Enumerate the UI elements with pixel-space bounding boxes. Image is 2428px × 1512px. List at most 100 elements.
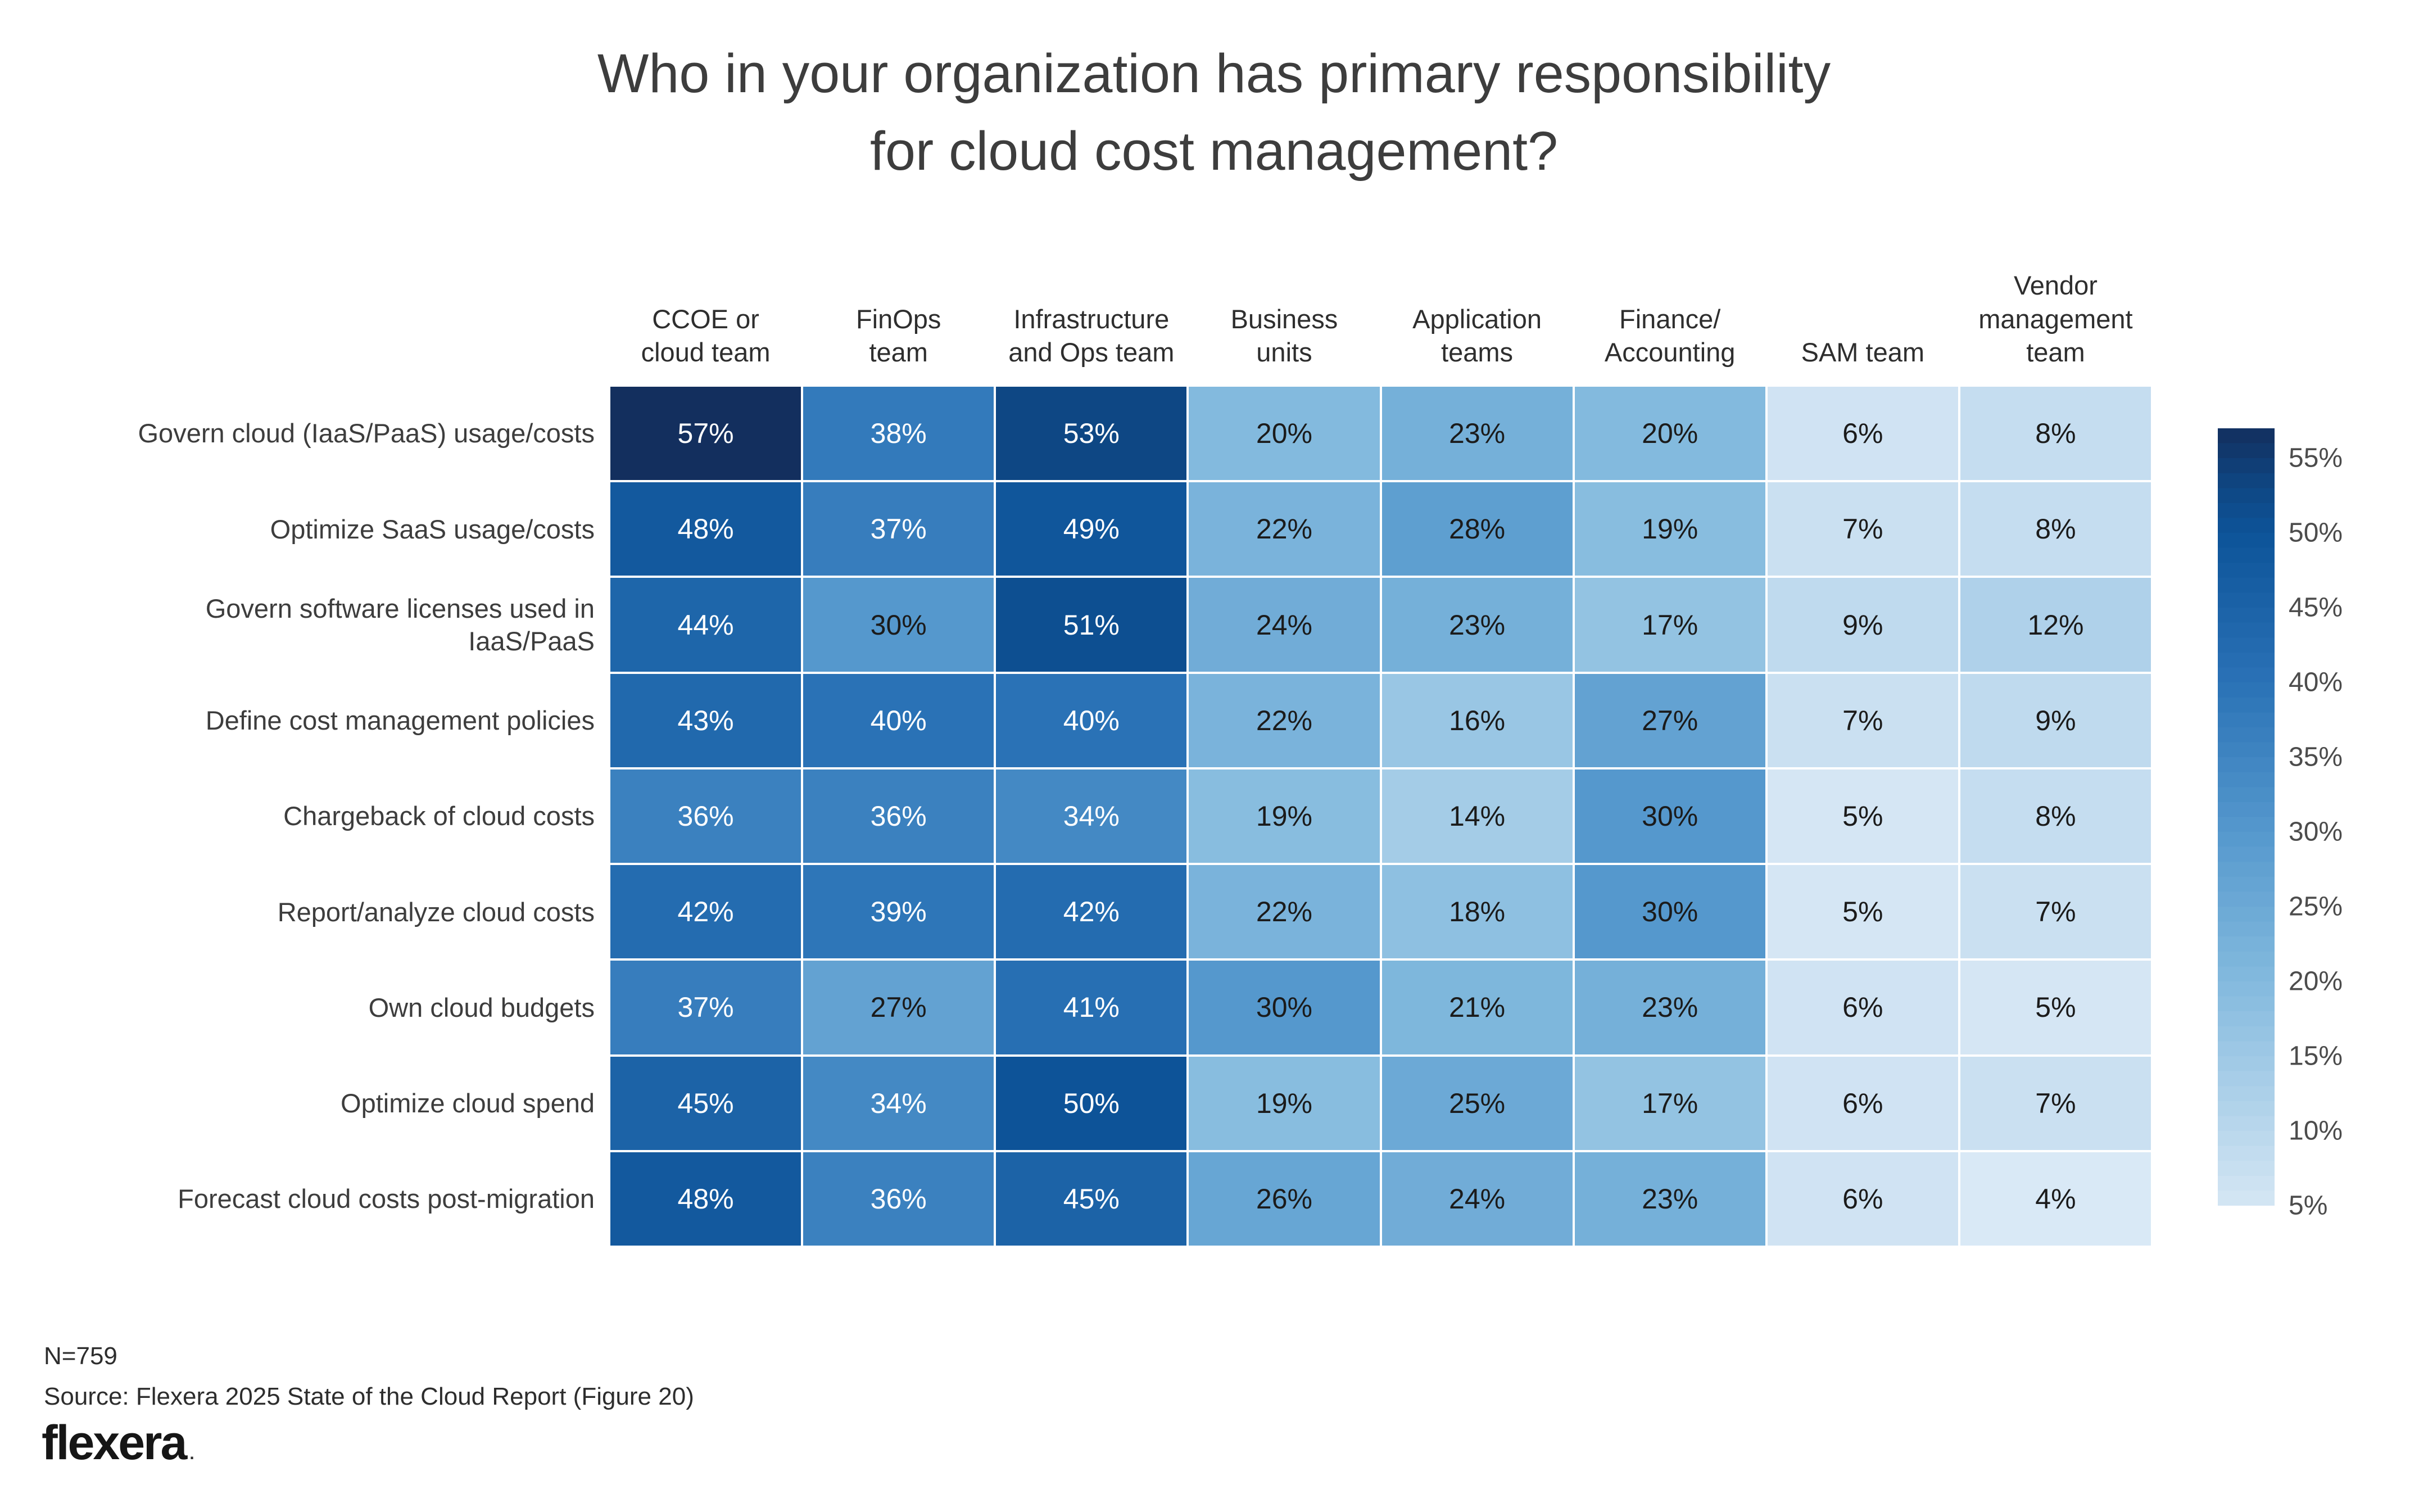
heatmap-cell-r8-c3: 26% [1189,1152,1380,1246]
heatmap-cell-r8-c5: 23% [1574,1152,1765,1246]
column-header-0: CCOE or cloud team [641,304,771,367]
column-header-3: Business units [1230,304,1338,367]
heatmap-cell-r2-c3: 24% [1189,578,1380,672]
heatmap-cell-r8-c2: 45% [996,1152,1187,1246]
heatmap-cell-r4-c5: 30% [1574,769,1765,863]
heatmap-cell-r3-c3: 22% [1189,673,1380,767]
heatmap-cell-r1-c4: 28% [1381,482,1573,576]
heatmap-cell-r7-c7: 7% [1960,1056,2151,1150]
heatmap-cell-r4-c7: 8% [1960,769,2151,863]
colorbar-tick-55: 55% [2289,443,2343,473]
colorbar-tick-20: 20% [2289,966,2343,997]
colorbar-tick-50: 50% [2289,518,2343,548]
heatmap-cell-r8-c1: 36% [803,1152,994,1246]
heatmap-cell-r1-c2: 49% [996,482,1187,576]
heatmap-cell-r2-c4: 23% [1381,578,1573,672]
heatmap-cell-r2-c7: 12% [1960,578,2151,672]
heatmap-cell-r2-c2: 51% [996,578,1187,672]
heatmap-cell-r1-c1: 37% [803,482,994,576]
heatmap-cell-r8-c7: 4% [1960,1152,2151,1246]
row-label-0: Govern cloud (IaaS/PaaS) usage/costs [138,418,595,449]
row-label-3: Define cost management policies [205,705,595,736]
colorbar-tick-35: 35% [2289,742,2343,772]
heatmap-cell-r2-c1: 30% [803,578,994,672]
row-label-7: Optimize cloud spend [341,1088,595,1118]
colorbar-tick-10: 10% [2289,1116,2343,1146]
heatmap-cell-r6-c3: 30% [1189,961,1380,1054]
heatmap-cell-r0-c5: 20% [1574,387,1765,481]
row-label-8: Forecast cloud costs post-migration [178,1184,595,1214]
heatmap-cell-r3-c4: 16% [1381,673,1573,767]
colorbar-tick-30: 30% [2289,817,2343,847]
heatmap-cell-r7-c5: 17% [1574,1056,1765,1150]
heatmap-cell-r3-c0: 43% [610,673,801,767]
heatmap-cell-r1-c0: 48% [610,482,801,576]
colorbar-tick-15: 15% [2289,1041,2343,1071]
heatmap-cell-r7-c3: 19% [1189,1056,1380,1150]
row-label-6: Own cloud budgets [368,992,595,1022]
heatmap-cell-r8-c6: 6% [1767,1152,1958,1246]
heatmap-cell-r0-c2: 53% [996,387,1187,481]
flexera-logo-text: flexera [42,1416,187,1470]
heatmap-grid: Govern cloud (IaaS/PaaS) usage/costs 57% 3… [34,387,2151,1246]
source-note: Source: Flexera 2025 State of the Cloud … [44,1383,694,1410]
heatmap-cell-r3-c1: 40% [803,673,994,767]
heatmap-cell-r6-c2: 41% [996,961,1187,1054]
heatmap-cell-r8-c4: 24% [1381,1152,1573,1246]
column-header-5: Finance/ Accounting [1604,304,1736,367]
colorbar-tick-45: 45% [2289,592,2343,623]
chart-title: Who in your organization has primary res… [597,43,1831,182]
heatmap-cell-r6-c0: 37% [610,961,801,1054]
heatmap-cell-r5-c7: 7% [1960,865,2151,959]
heatmap-cell-r2-c5: 17% [1574,578,1765,672]
heatmap-cell-r4-c3: 19% [1189,769,1380,863]
heatmap-cell-r6-c6: 6% [1767,961,1958,1054]
heatmap-cell-r1-c3: 22% [1189,482,1380,576]
heatmap-cell-r0-c0: 57% [610,387,801,481]
heatmap-cell-r6-c7: 5% [1960,961,2151,1054]
heatmap-cell-r0-c1: 38% [803,387,994,481]
heatmap-cell-r7-c6: 6% [1767,1056,1958,1150]
header-gutter [34,190,608,371]
row-label-1: Optimize SaaS usage/costs [270,514,595,544]
heatmap-cell-r5-c4: 18% [1381,865,1573,959]
column-headers: CCOE or cloud team FinOps team Infrastruct… [34,190,2151,371]
heatmap-cell-r5-c6: 5% [1767,865,1958,959]
colorbar-tick-40: 40% [2289,667,2343,698]
heatmap-cell-r7-c1: 34% [803,1056,994,1150]
heatmap-cell-r2-c0: 44% [610,578,801,672]
column-header-2: Infrastructure and Ops team [1008,304,1175,367]
heatmap-cell-r7-c0: 45% [610,1056,801,1150]
heatmap-cell-r0-c4: 23% [1381,387,1573,481]
heatmap-cell-r5-c1: 39% [803,865,994,959]
heatmap-cell-r7-c2: 50% [996,1056,1187,1150]
sample-size-note: N=759 [44,1342,117,1370]
heatmap-cell-r4-c2: 34% [996,769,1187,863]
heatmap-cell-r4-c1: 36% [803,769,994,863]
heatmap-cell-r1-c5: 19% [1574,482,1765,576]
heatmap-cell-r3-c2: 40% [996,673,1187,767]
heatmap-cell-r0-c6: 6% [1767,387,1958,481]
heatmap-cell-r5-c3: 22% [1189,865,1380,959]
column-header-4: Application teams [1412,304,1542,367]
heatmap-cell-r3-c7: 9% [1960,673,2151,767]
heatmap-cell-r6-c5: 23% [1574,961,1765,1054]
colorbar-gradient [2218,428,2275,1206]
heatmap-cell-r4-c4: 14% [1381,769,1573,863]
column-header-1: FinOps team [855,304,941,367]
heatmap-cell-r0-c3: 20% [1189,387,1380,481]
colorbar-tick-25: 25% [2289,891,2343,922]
row-label-5: Report/analyze cloud costs [277,897,595,927]
flexera-logo: flexera. [42,1415,194,1471]
column-header-6: SAM team [1801,337,1925,367]
heatmap-cell-r1-c6: 7% [1767,482,1958,576]
heatmap-cell-r8-c0: 48% [610,1152,801,1246]
heatmap-cell-r6-c4: 21% [1381,961,1573,1054]
heatmap-cell-r4-c0: 36% [610,769,801,863]
heatmap-cell-r2-c6: 9% [1767,578,1958,672]
heatmap-cell-r6-c1: 27% [803,961,994,1054]
heatmap-cell-r5-c2: 42% [996,865,1187,959]
heatmap-cell-r5-c5: 30% [1574,865,1765,959]
row-label-2: Govern software licenses used in IaaS/Pa… [205,594,595,656]
